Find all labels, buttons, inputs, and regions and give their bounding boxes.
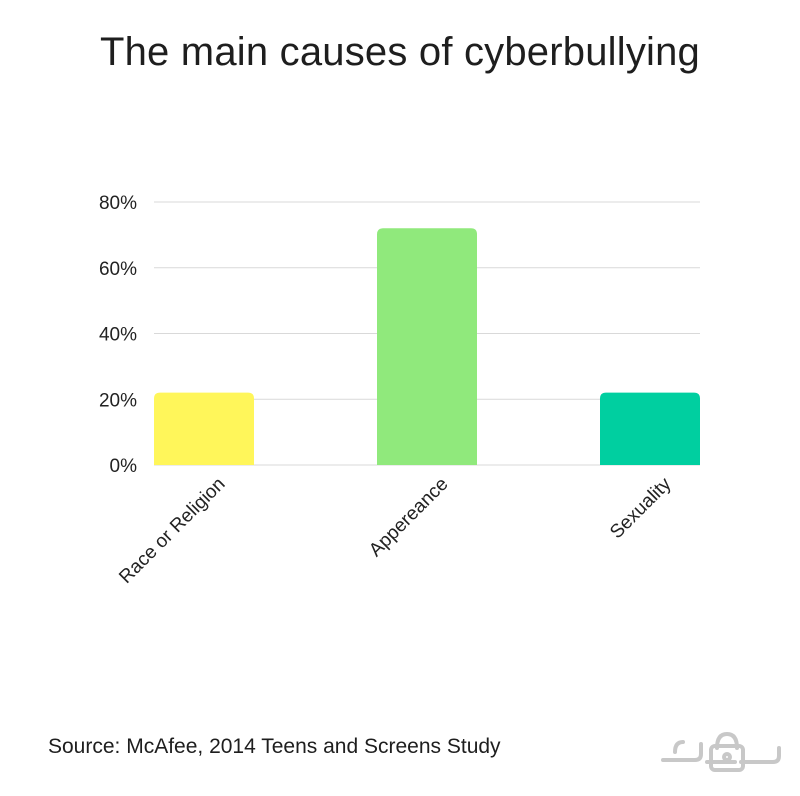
y-tick-label: 20% <box>99 390 137 411</box>
x-tick-label: Appereance <box>365 474 452 561</box>
y-tick-label: 60% <box>99 259 137 280</box>
y-tick-label: 40% <box>99 325 137 346</box>
y-tick-label: 80% <box>99 193 137 214</box>
bars <box>154 228 700 465</box>
x-axis-labels: Race or Religion Appereance Sexuality <box>115 473 676 588</box>
bar-appereance <box>377 228 477 465</box>
y-tick-label: 0% <box>110 456 138 477</box>
bar-race-or-religion <box>154 392 254 465</box>
source-caption: Source: McAfee, 2014 Teens and Screens S… <box>48 735 501 758</box>
bar-sexuality <box>600 392 700 465</box>
y-axis-ticks: 0% 20% 40% 60% 80% <box>99 193 137 477</box>
chart-title: The main causes of cyberbullying <box>99 30 701 74</box>
x-tick-label: Sexuality <box>606 473 676 543</box>
lock-logo-icon <box>661 732 781 772</box>
x-tick-label: Race or Religion <box>115 474 229 588</box>
